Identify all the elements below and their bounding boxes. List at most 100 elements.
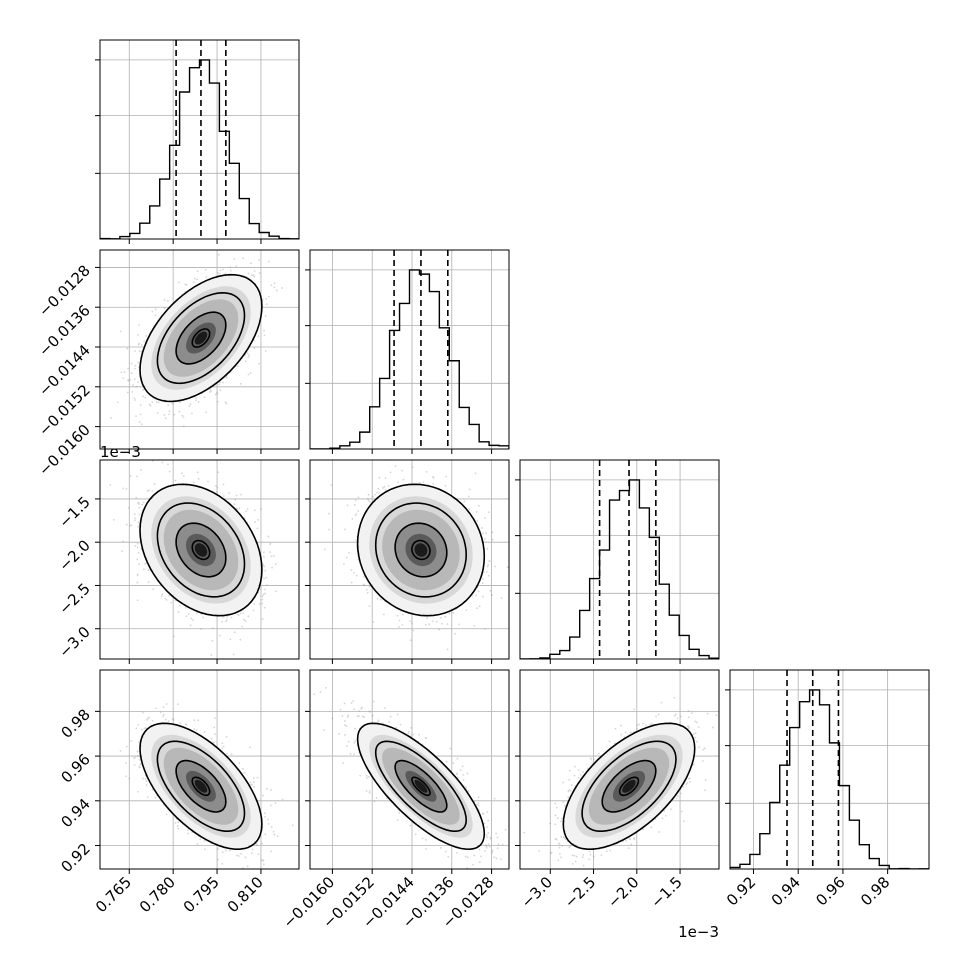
sample-point [233,258,236,260]
sample-point [239,638,242,641]
sample-point [258,272,261,275]
sample-point [262,551,265,554]
sample-point [274,590,277,593]
sample-point [138,342,140,345]
sample-point [262,593,265,596]
sample-point [138,506,141,509]
sample-point [137,381,140,383]
sample-point [177,281,180,284]
sample-point [163,307,166,310]
contour-line [191,328,211,348]
sample-point [157,401,160,404]
sample-point [179,401,182,404]
sample-point [182,475,185,477]
sample-point [244,620,247,622]
sample-point [253,270,256,272]
sample-point [127,367,130,370]
sample-point [133,397,136,400]
sample-point [273,282,276,285]
sample-point [216,392,219,395]
sample-point [224,272,227,275]
sample-point [225,377,228,379]
sample-point [163,414,166,416]
sample-point [232,653,235,656]
sample-point [222,268,224,271]
sample-point [219,389,222,392]
sample-point [116,401,119,404]
sample-point [140,350,143,353]
sample-point [264,315,267,318]
sample-point [127,379,130,382]
sample-point [233,503,236,506]
sample-point [137,525,140,528]
sample-point [209,391,211,393]
sample-point [136,573,139,576]
sample-point [200,613,203,616]
sample-point [172,635,175,638]
sample-point [181,472,183,475]
grid-lines [310,250,509,449]
sample-point [218,272,221,275]
sample-point [253,347,256,349]
sample-point [226,615,229,618]
sample-point [190,617,193,620]
sample-point [168,413,170,416]
sample-point [211,639,214,642]
sample-point [140,423,143,425]
sample-point [129,379,132,381]
sample-point [247,272,250,275]
sample-point [145,335,147,337]
sample-point [177,611,180,613]
sample-point [126,347,129,350]
sample-point [136,542,139,545]
sample-point [172,402,174,405]
sample-point [168,410,171,413]
grid-lines [100,40,299,239]
sample-point [271,566,274,569]
sample-point [188,405,191,407]
sample-point [265,303,268,306]
sample-point [244,360,247,363]
panel-frame [309,249,510,450]
sample-point [160,595,163,597]
sample-point [154,314,157,317]
sample-point [154,308,157,311]
sample-point [146,490,149,492]
sample-point [130,372,133,375]
sample-point [140,469,143,472]
sample-point [195,397,198,399]
sample-point [135,415,137,418]
sample-point [138,513,141,516]
sample-point [233,631,236,634]
sample-point [164,597,167,600]
sample-point [273,286,276,289]
sample-point [234,498,237,501]
sample-point [194,277,196,280]
sample-point [181,414,184,417]
sample-point [122,377,125,380]
sample-point [224,401,227,403]
sample-point [225,402,228,405]
sample-point [142,395,145,398]
sample-point [281,287,284,289]
sample-point [242,257,245,260]
sample-point [131,391,134,393]
sample-point [161,593,164,596]
sample-point [253,603,255,605]
sample-point [137,334,139,336]
sample-point [261,298,264,301]
sample-point [127,506,130,509]
sample-point [125,523,128,526]
sample-point [155,400,158,403]
sample-point [151,310,154,313]
sample-point [235,507,238,510]
sample-point [235,265,238,268]
sample-point [260,588,262,591]
sample-point [250,274,253,277]
sample-point [184,606,187,609]
sample-point [122,540,125,543]
sample-point [123,371,126,374]
sample-point [147,569,150,571]
sample-point [144,396,147,399]
